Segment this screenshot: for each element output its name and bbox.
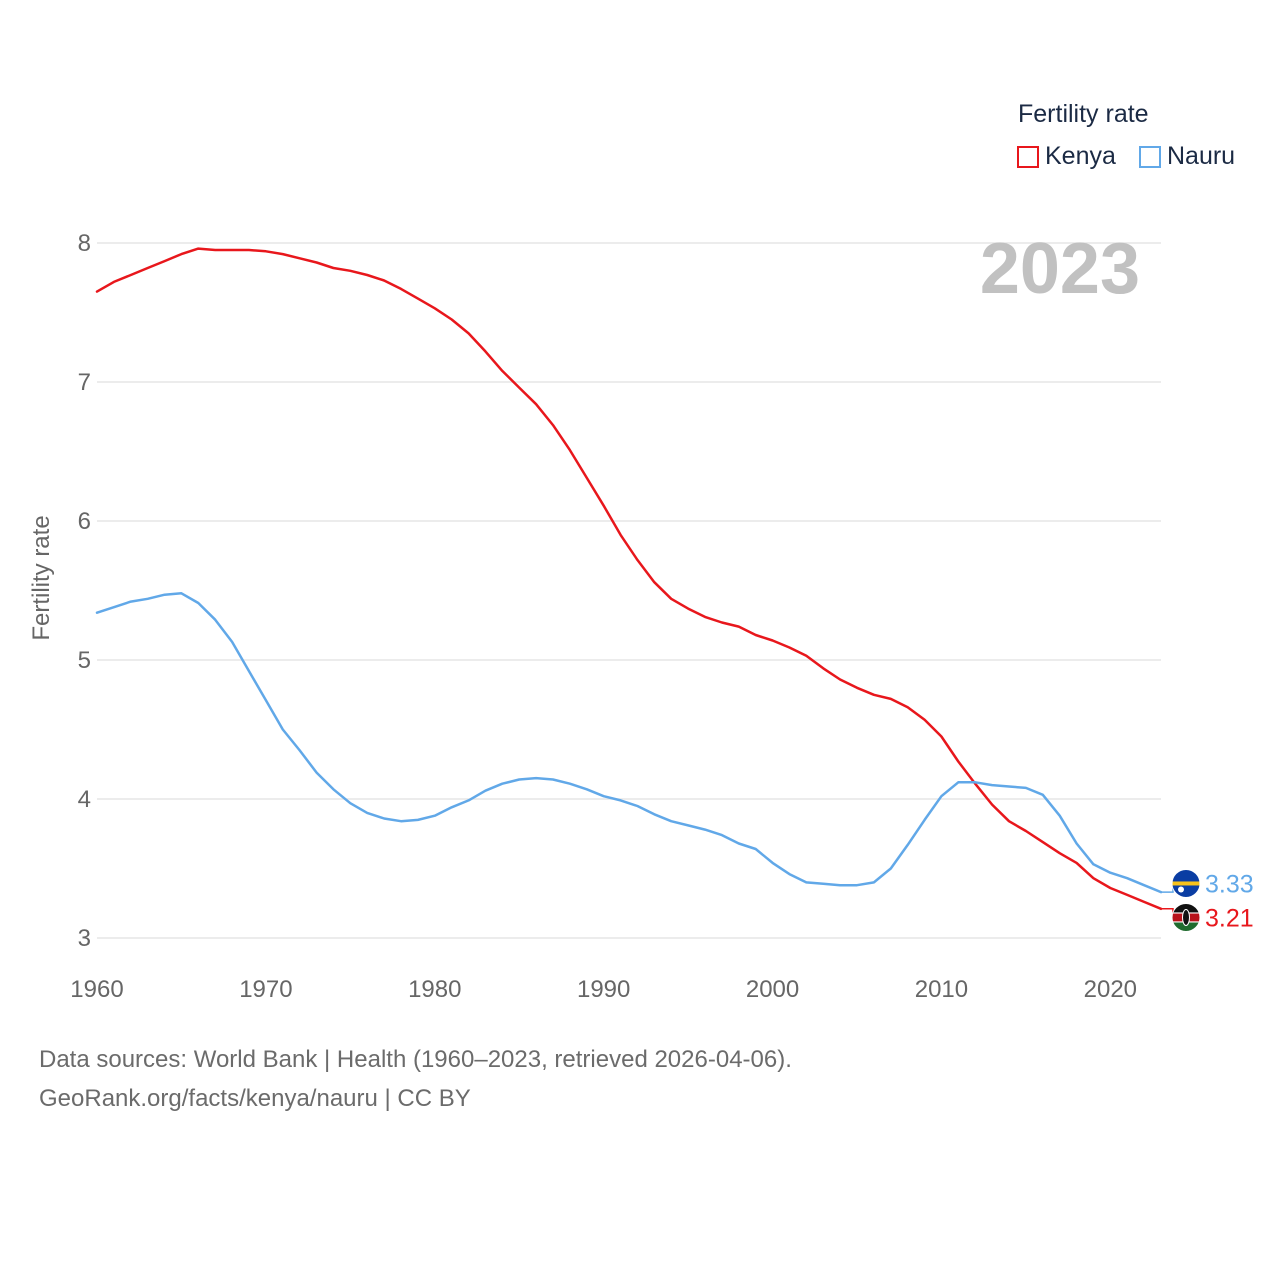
y-tick-label: 5 [78,647,91,674]
legend-item-nauru[interactable]: Nauru [1139,142,1235,171]
legend-swatch-kenya [1017,145,1039,168]
end-connector-nauru [1161,882,1174,893]
x-tick-label: 2020 [1084,976,1137,1003]
source-link[interactable]: GeoRank.org/facts/kenya/nauru | CC BY [39,1085,471,1112]
x-tick-label: 1990 [577,976,630,1003]
end-value-label-nauru: 3.33 [1205,870,1254,898]
x-tick-label: 1970 [239,976,292,1003]
source-line: Data sources: World Bank | Health (1960–… [39,1046,792,1073]
x-tick-label: 1980 [408,976,461,1003]
x-tick-label: 2010 [915,976,968,1003]
kenya-flag-icon [1171,902,1201,932]
end-connector-kenya [1161,908,1174,919]
y-axis-label: Fertility rate [28,515,55,641]
end-value-label-kenya: 3.21 [1205,904,1254,932]
y-tick-label: 6 [78,508,91,535]
legend-label-kenya: Kenya [1045,142,1116,170]
legend-title: Fertility rate [1018,100,1149,128]
year-label: 2023 [979,229,1140,309]
legend-item-kenya[interactable]: Kenya [1017,142,1116,171]
y-tick-label: 3 [78,925,91,952]
y-tick-label: 8 [78,230,91,257]
series-line-nauru[interactable] [95,592,1163,894]
y-tick-label: 7 [78,369,91,396]
legend-swatch-nauru [1139,145,1161,168]
legend-label-nauru: Nauru [1167,142,1236,170]
x-tick-label: 1960 [70,976,123,1003]
x-tick-label: 2000 [746,976,799,1003]
nauru-flag-icon [1171,868,1201,898]
series-line-kenya[interactable] [95,247,1163,911]
y-tick-label: 4 [78,786,91,813]
